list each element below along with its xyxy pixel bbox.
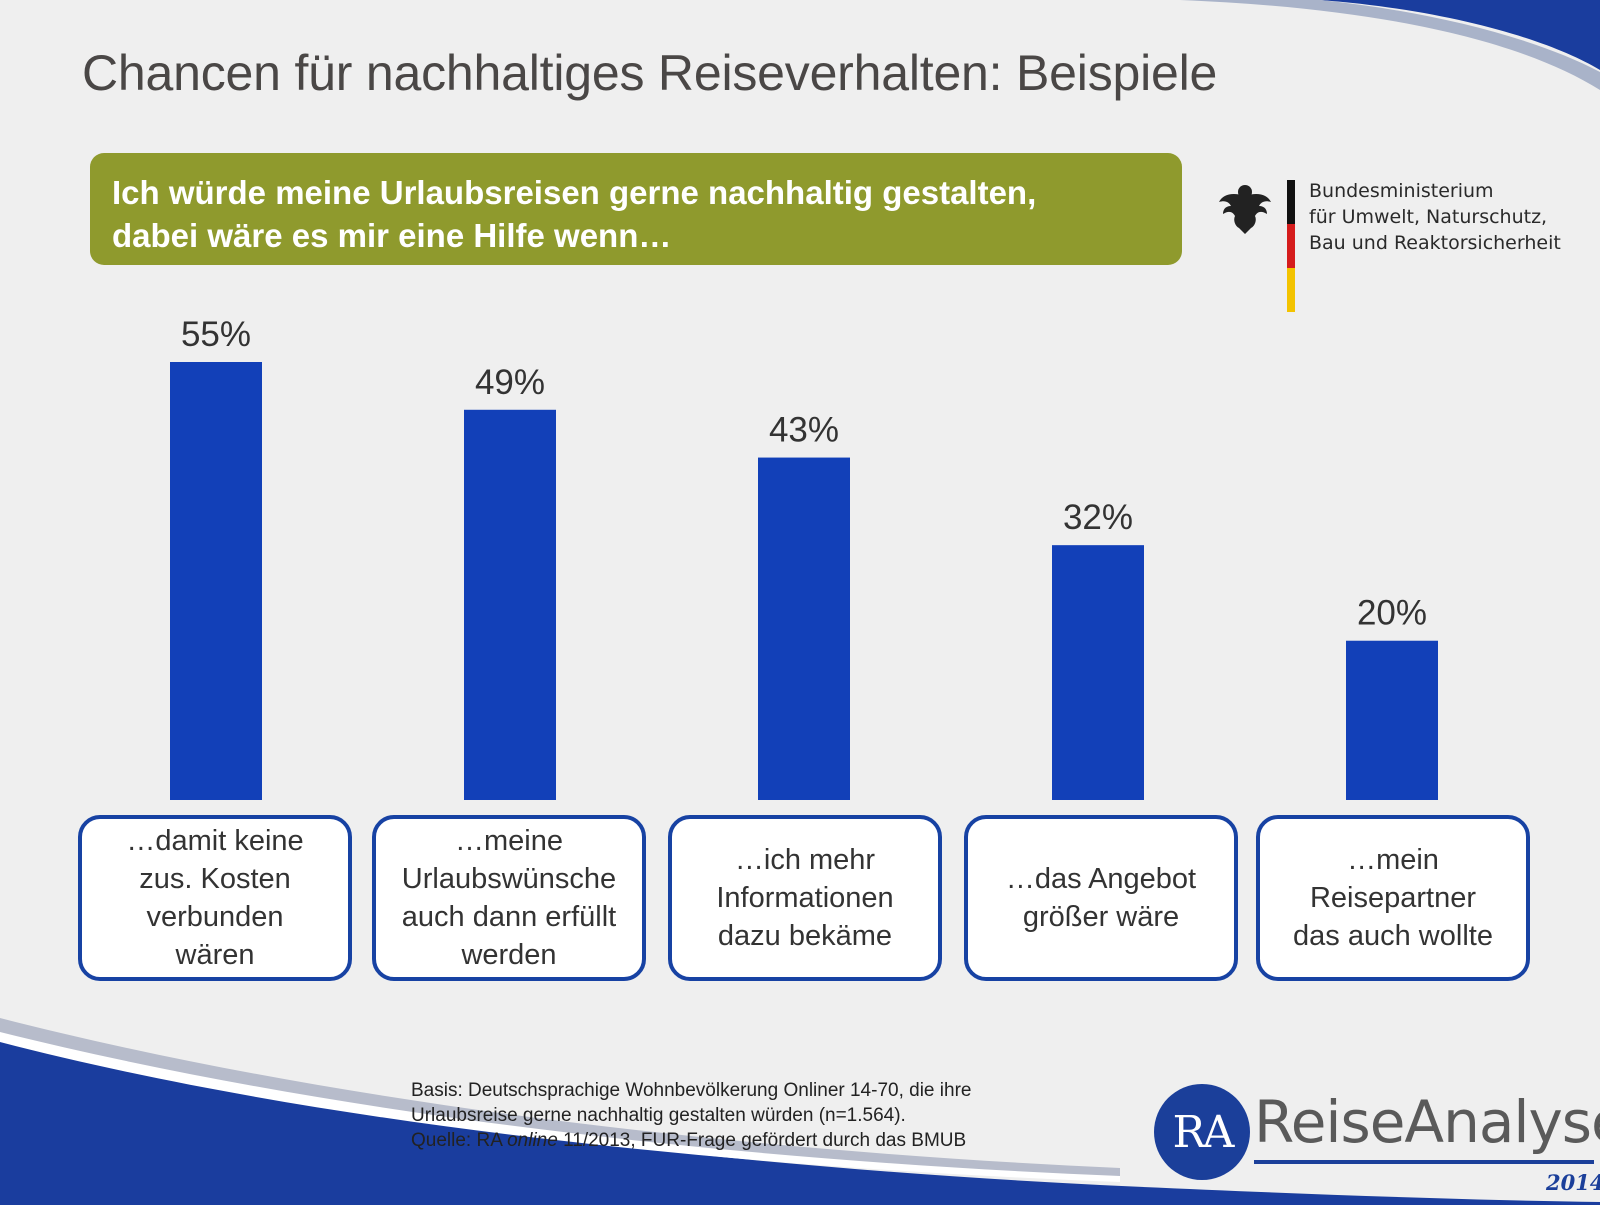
category-label-2-line-1: …meine <box>455 825 563 857</box>
reiseanalyse-logo: RA ReiseAnalyse 2014 <box>1150 1078 1600 1198</box>
source-suffix: 11/2013, FUR-Frage gefördert durch das B… <box>557 1130 967 1151</box>
bar-chart: 55% 49% 43% 32% 20% <box>170 315 1438 800</box>
category-label-5-line-1: …mein <box>1347 844 1439 876</box>
question-line-2: dabei wäre es mir eine Hilfe wenn… <box>112 217 672 254</box>
category-label-3-line-3: dazu bekäme <box>717 920 893 952</box>
ministry-line-3: Bau und Reaktorsicherheit <box>1309 232 1561 254</box>
category-label-3-line-1: …ich mehr <box>734 844 876 876</box>
category-label-1-line-3: verbunden <box>146 901 284 933</box>
category-label-4-line-1: …das Angebot <box>1005 863 1197 895</box>
value-label-5: 20% <box>1357 594 1427 633</box>
ra-initials: RA <box>1154 1084 1250 1180</box>
question-banner: Ich würde meine Urlaubsreisen gerne nach… <box>90 153 1182 265</box>
page-title: Chancen für nachhaltiges Reiseverhalten:… <box>82 45 1218 101</box>
ministry-logo: Bundesministerium für Umwelt, Naturschut… <box>1215 178 1561 318</box>
ministry-line-2: für Umwelt, Naturschutz, <box>1309 206 1548 228</box>
bar-2 <box>464 409 556 800</box>
source-online: online <box>507 1130 558 1151</box>
source-prefix: Quelle: RA <box>411 1130 508 1151</box>
category-label-2-line-4: werden <box>461 939 557 971</box>
federal-eagle-icon <box>1219 185 1271 234</box>
bar-5 <box>1346 640 1438 800</box>
bar-4 <box>1052 545 1144 800</box>
category-label-1-line-1: …damit keine <box>126 825 304 857</box>
value-label-1: 55% <box>181 315 251 354</box>
bar-3 <box>758 457 850 800</box>
value-label-4: 32% <box>1063 498 1133 537</box>
category-label-1-line-2: zus. Kosten <box>139 863 291 895</box>
category-label-2-line-3: auch dann erfüllt <box>401 901 617 933</box>
ra-underline <box>1254 1160 1594 1164</box>
category-box-2: …meine Urlaubswünsche auch dann erfüllt wer… <box>372 815 646 981</box>
value-label-3: 43% <box>769 411 839 450</box>
category-label-1-line-4: wären <box>175 939 255 971</box>
category-box-4: …das Angebot größer wäre <box>964 815 1238 981</box>
category-label-5-line-3: das auch wollte <box>1293 920 1493 952</box>
category-box-3: …ich mehr Informationen dazu bekäme <box>668 815 942 981</box>
source-line-3: Quelle: RA online 11/2013, FUR-Frage gef… <box>411 1128 971 1153</box>
category-label-2-line-2: Urlaubswünsche <box>401 863 617 895</box>
category-label-3-line-2: Informationen <box>716 882 894 914</box>
ra-year: 2014 <box>1546 1170 1600 1195</box>
german-flag-bar <box>1287 180 1295 312</box>
category-label-5-line-2: Reisepartner <box>1309 882 1477 914</box>
question-line-1: Ich würde meine Urlaubsreisen gerne nach… <box>112 174 1037 211</box>
source-note: Basis: Deutschsprachige Wohnbevölkerung … <box>411 1078 971 1153</box>
category-box-1: …damit keine zus. Kosten verbunden wären <box>78 815 352 981</box>
ra-brand-name: ReiseAnalyse <box>1254 1088 1600 1156</box>
source-line-2: Urlaubsreise gerne nachhaltig gestalten … <box>411 1105 906 1126</box>
category-label-4-line-2: größer wäre <box>1022 901 1180 933</box>
ministry-line-1: Bundesministerium <box>1309 180 1494 202</box>
source-line-1: Basis: Deutschsprachige Wohnbevölkerung … <box>411 1080 972 1101</box>
bar-1 <box>170 362 262 800</box>
category-box-5: …mein Reisepartner das auch wollte <box>1256 815 1530 981</box>
value-label-2: 49% <box>475 363 545 402</box>
